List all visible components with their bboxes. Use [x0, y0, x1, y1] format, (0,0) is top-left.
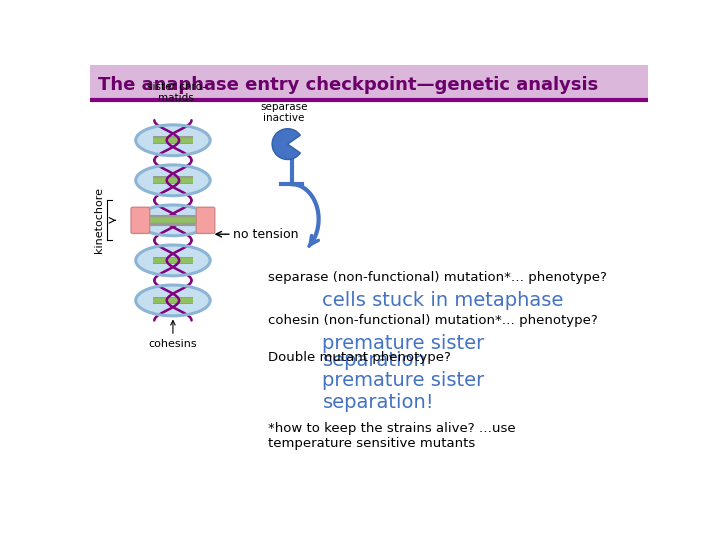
Text: cells stuck in metaphase: cells stuck in metaphase [323, 291, 564, 310]
Text: premature sister: premature sister [323, 372, 485, 390]
Ellipse shape [136, 245, 210, 276]
Text: separation: separation [323, 351, 426, 370]
Ellipse shape [136, 285, 210, 316]
Bar [153, 217, 193, 224]
Bar [153, 298, 193, 303]
Wedge shape [272, 129, 300, 159]
Text: premature sister: premature sister [323, 334, 485, 353]
Text: Double mutant phenotype?: Double mutant phenotype? [269, 351, 451, 364]
Bar [153, 258, 193, 262]
Text: separase (non-functional) mutation*… phenotype?: separase (non-functional) mutation*… phe… [269, 271, 607, 284]
Text: separase
inactive: separase inactive [260, 102, 307, 123]
Text: cohesin (non-functional) mutation*… phenotype?: cohesin (non-functional) mutation*… phen… [269, 314, 598, 327]
Text: sister chro-
matids: sister chro- matids [147, 82, 205, 103]
Bar [90, 65, 648, 100]
Bar [153, 178, 193, 183]
Ellipse shape [136, 125, 210, 156]
Bar [153, 218, 193, 222]
Text: kinetochore: kinetochore [94, 187, 104, 253]
Text: *how to keep the strains alive? …use: *how to keep the strains alive? …use [269, 422, 516, 435]
Text: separation!: separation! [323, 393, 434, 412]
Bar [153, 296, 193, 304]
Bar [153, 256, 193, 264]
Ellipse shape [136, 205, 210, 236]
Bar [153, 177, 193, 184]
Text: temperature sensitive mutants: temperature sensitive mutants [269, 437, 475, 450]
Text: The anaphase entry checkpoint—genetic analysis: The anaphase entry checkpoint—genetic an… [98, 76, 598, 94]
Bar [153, 138, 193, 143]
Text: no tension: no tension [233, 228, 299, 241]
FancyBboxPatch shape [131, 207, 150, 233]
Text: cohesins: cohesins [148, 321, 197, 349]
FancyBboxPatch shape [196, 207, 215, 233]
Ellipse shape [136, 165, 210, 195]
Bar [153, 137, 193, 144]
